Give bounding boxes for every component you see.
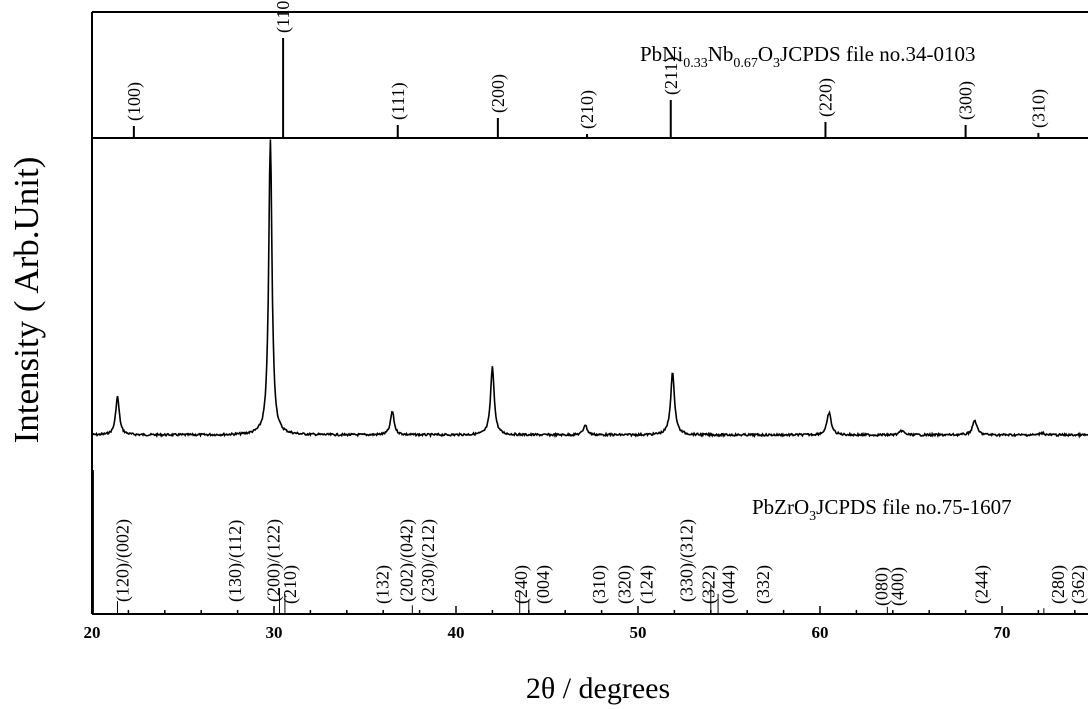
reference-top-hkl-label: (310) xyxy=(1028,89,1049,128)
reference-bottom-hkl-label: (332) xyxy=(753,565,774,604)
title-part: O xyxy=(758,42,773,66)
reference-bottom-hkl-label: (400) xyxy=(888,567,909,606)
reference-top-label: PbNi0.33Nb0.67O3JCPDS file no.34-0103 xyxy=(640,42,975,71)
reference-top-hkl-label: (220) xyxy=(815,78,836,117)
title-part: PbZrO xyxy=(752,495,809,519)
title-subscript: 0.67 xyxy=(733,56,758,71)
reference-bottom-hkl-label: (004) xyxy=(533,565,554,604)
reference-bottom-label: PbZrO3JCPDS file no.75-1607 xyxy=(752,495,1012,524)
reference-bottom-hkl-label: (120)/(002) xyxy=(112,519,133,602)
reference-bottom-hkl-label: (280) xyxy=(1048,565,1069,604)
reference-top-hkl-label: (110) xyxy=(273,0,294,33)
x-axis: 20 30 40 50 60 70 xyxy=(84,606,1088,642)
x-axis-label: 2θ / degrees xyxy=(526,672,670,705)
reference-bottom-hkl-label: (310) xyxy=(589,565,610,604)
title-part: PbNi xyxy=(640,42,683,66)
xrd-pattern-line xyxy=(91,139,1088,439)
x-tick-label: 30 xyxy=(266,623,283,642)
x-tick-label: 60 xyxy=(812,623,829,642)
reference-bottom-panel: (120)/(002) (130)/(112) (200)/(122)(210) (1… xyxy=(91,470,1088,614)
reference-bottom-hkl-label: (362) xyxy=(1068,565,1088,604)
reference-bottom-hkl-label: (210) xyxy=(280,565,301,604)
reference-top-hkl-label: (100) xyxy=(124,82,145,121)
reference-bottom-hkl-label: (230)/(212) xyxy=(418,519,439,602)
reference-bottom-hkl-label: (322) xyxy=(698,565,719,604)
title-subscript: 0.33 xyxy=(683,56,708,71)
x-tick-label: 20 xyxy=(84,623,101,642)
y-axis-label: Intensity ( Arb.Unit) xyxy=(7,157,46,444)
title-subscript: 3 xyxy=(773,56,780,71)
x-tick-label: 50 xyxy=(630,623,647,642)
reference-bottom-hkl-label: (124) xyxy=(637,565,658,604)
reference-top-hkl-label: (200) xyxy=(488,74,509,113)
reference-bottom-hkl-label: (330)/(312) xyxy=(677,519,698,602)
reference-bottom-hkl-label: (080) xyxy=(871,567,892,606)
reference-bottom-hkl-label: (244) xyxy=(971,565,992,604)
reference-top-hkl-label: (211) xyxy=(661,57,682,95)
reference-bottom-hkl-label: (202)/(042) xyxy=(396,519,417,602)
reference-bottom-hkl-label: (132) xyxy=(373,565,394,604)
x-tick-label: 40 xyxy=(448,623,465,642)
title-part: JCPDS file no.75-1607 xyxy=(816,495,1011,519)
title-subscript: 3 xyxy=(809,509,816,524)
reference-bottom-hkl-label: (240) xyxy=(511,565,532,604)
reference-top-hkl-label: (300) xyxy=(956,81,977,120)
xrd-pattern xyxy=(91,139,1088,439)
reference-bottom-hkl-label: (130)/(112) xyxy=(225,520,246,602)
reference-top-hkl-label: (210) xyxy=(577,90,598,129)
reference-bottom-hkl-label: (044) xyxy=(718,565,739,604)
title-part: Nb xyxy=(708,42,734,66)
reference-top-panel: (100) (110) (111) (200) (210) (211) (220) (300)… xyxy=(124,0,1049,138)
reference-bottom-hkl-label: (200)/(122) xyxy=(263,519,284,602)
x-tick-label: 70 xyxy=(994,623,1011,642)
reference-bottom-hkl-label: (320) xyxy=(615,565,636,604)
title-part: JCPDS file no.34-0103 xyxy=(780,42,975,66)
reference-top-hkl-label: (111) xyxy=(388,82,409,120)
